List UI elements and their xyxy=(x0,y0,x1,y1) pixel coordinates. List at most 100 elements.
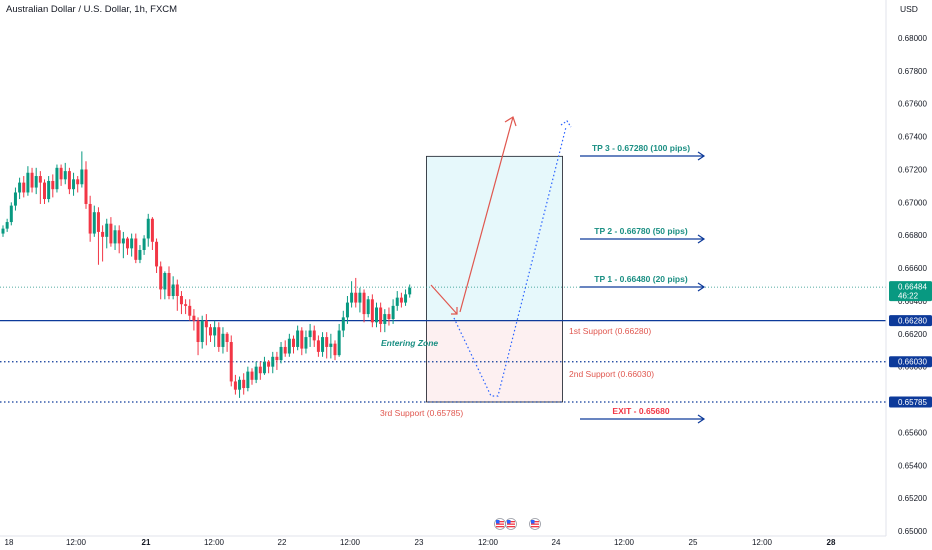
candle-body xyxy=(358,292,362,303)
candle-body xyxy=(366,299,370,315)
candle-body xyxy=(296,330,300,347)
candle-body xyxy=(213,327,217,336)
us-flag-icon xyxy=(529,518,541,530)
tp1-arrow-head xyxy=(697,282,706,292)
candle-body xyxy=(395,297,399,306)
candle-body xyxy=(258,366,262,374)
price-axis: 0.68000 0.67800 0.67600 0.67400 0.67200 0.670… xyxy=(885,0,932,536)
time-tick-label: 22 xyxy=(278,538,287,547)
candle-body xyxy=(22,182,26,193)
price-tick-label: 0.65000 xyxy=(898,527,927,536)
time-axis: 18 12:00 21 12:00 22 12:00 23 12:00 24 12:00 25 12:… xyxy=(0,535,886,547)
candle-body xyxy=(113,230,117,244)
stop-zone xyxy=(426,320,562,402)
support-levels xyxy=(0,320,886,403)
candle-body xyxy=(375,307,378,323)
price-tick-label: 0.67200 xyxy=(898,165,927,174)
last-price-tag-text: 0.66484 xyxy=(898,283,927,292)
candle-body xyxy=(159,266,163,290)
time-tick-label: 12:00 xyxy=(614,538,635,547)
candle-body xyxy=(88,203,92,234)
candle-body xyxy=(30,172,34,188)
candle-body xyxy=(217,327,221,347)
candle-body xyxy=(1,228,5,234)
candle-body xyxy=(175,284,179,297)
candle-body xyxy=(316,340,320,352)
time-tick-label: 12:00 xyxy=(340,538,361,547)
last-price-tag xyxy=(889,281,932,302)
candle-body xyxy=(126,238,129,249)
candle-body xyxy=(130,238,134,249)
entry-arrow-line xyxy=(430,284,458,315)
chart-title: Australian Dollar / U.S. Dollar, 1h, FXC… xyxy=(6,4,178,15)
candle-body xyxy=(404,294,408,303)
time-tick-label: 12:00 xyxy=(204,538,225,547)
price-tick-label: 0.66600 xyxy=(898,264,927,273)
time-tick-label: 25 xyxy=(689,538,698,547)
candle-body xyxy=(142,238,146,250)
candle-body xyxy=(38,176,42,183)
candle-body xyxy=(209,327,212,336)
candle-body xyxy=(167,272,171,297)
candle-body xyxy=(43,182,46,200)
candle-body xyxy=(242,379,246,389)
support3-label: 3rd Support (0.65785) xyxy=(380,408,463,418)
candle-body xyxy=(84,169,88,204)
price-tick-label: 0.65400 xyxy=(898,461,927,470)
candle-body xyxy=(275,356,279,361)
tp1-label: TP 1 - 0.66480 (20 pips) xyxy=(594,274,688,284)
exit-arrow-head xyxy=(697,414,706,424)
alt-path-head xyxy=(560,120,572,128)
tp3-arrow-head xyxy=(697,151,706,161)
candle-body xyxy=(325,337,329,347)
time-tick-label: 12:00 xyxy=(752,538,773,547)
price-tick-label: 0.68000 xyxy=(898,34,927,43)
time-tick-label: 21 xyxy=(142,538,151,547)
price-tick-label: 0.65600 xyxy=(898,428,927,437)
candle-body xyxy=(362,292,366,315)
price-tick-label: 0.66200 xyxy=(898,330,927,339)
candle-body xyxy=(92,212,96,234)
last-price-tag-text: 46:22 xyxy=(898,292,919,301)
price-tick-label: 0.67800 xyxy=(898,67,927,76)
candle-body xyxy=(109,223,113,244)
candle-body xyxy=(321,337,325,352)
candle-body xyxy=(134,238,138,260)
candle-body xyxy=(233,381,237,390)
candlesticks xyxy=(1,151,412,398)
candle-body xyxy=(238,379,242,390)
candle-body xyxy=(51,180,55,190)
candle-body xyxy=(47,180,51,200)
candle-body xyxy=(179,296,183,305)
candle-body xyxy=(101,231,105,237)
level-tag-1-text: 0.66280 xyxy=(898,317,927,326)
candle-body xyxy=(379,307,383,324)
target-arrow-head xyxy=(504,116,517,127)
candle-body xyxy=(287,338,291,354)
candle-body xyxy=(271,356,275,367)
candle-body xyxy=(138,249,142,260)
price-tick-label: 0.66400 xyxy=(898,297,927,306)
candle-body xyxy=(171,284,175,297)
event-flags xyxy=(494,518,541,530)
target-arrow-line xyxy=(459,116,514,313)
exit-label: EXIT - 0.65680 xyxy=(612,406,669,416)
candle-body xyxy=(192,315,196,321)
candle-body xyxy=(329,343,333,347)
candle-body xyxy=(391,305,395,320)
candle-body xyxy=(267,361,271,367)
candle-body xyxy=(300,330,304,349)
candle-body xyxy=(283,346,287,354)
candle-body xyxy=(163,272,167,290)
candle-body xyxy=(333,343,337,356)
candle-body xyxy=(63,171,67,180)
candle-body xyxy=(312,330,316,341)
candle-body xyxy=(225,333,229,343)
candle-body xyxy=(200,320,204,343)
tp2-arrow-head xyxy=(697,234,706,244)
candle-body xyxy=(246,371,250,389)
candle-body xyxy=(341,317,345,331)
candle-body xyxy=(229,342,233,382)
candle-body xyxy=(13,192,17,206)
